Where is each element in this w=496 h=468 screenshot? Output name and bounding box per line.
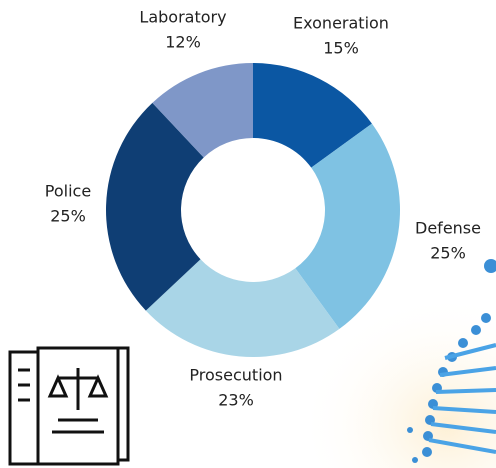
- value-label: 23%: [218, 391, 254, 410]
- category-label: Defense: [415, 219, 481, 238]
- category-label: Laboratory: [139, 8, 226, 27]
- document-icon: [10, 348, 128, 464]
- value-label: 25%: [430, 244, 466, 263]
- category-label: Exoneration: [293, 14, 389, 33]
- value-label: 12%: [165, 33, 201, 52]
- category-label: Prosecution: [189, 366, 282, 385]
- category-label: Police: [45, 182, 91, 201]
- value-label: 15%: [323, 39, 359, 58]
- chart: Exoneration 15% Defense 25% Prosecution 23% Po…: [0, 0, 496, 468]
- value-label: 25%: [50, 207, 86, 226]
